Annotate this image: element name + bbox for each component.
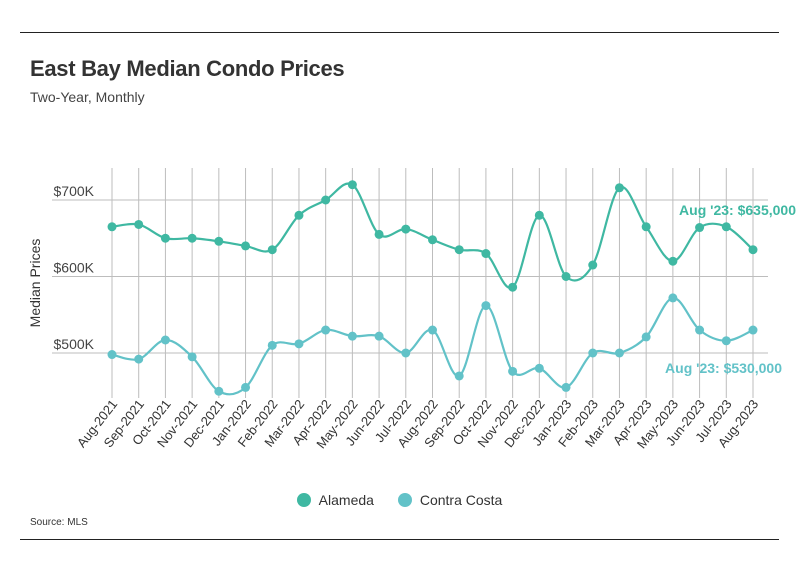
data-point-contra-costa[interactable] (347, 331, 357, 341)
data-point-alameda[interactable] (267, 245, 277, 255)
data-point-alameda[interactable] (668, 256, 678, 266)
data-point-contra-costa[interactable] (454, 371, 464, 381)
data-point-alameda[interactable] (561, 272, 571, 281)
data-point-contra-costa[interactable] (401, 348, 411, 358)
data-point-contra-costa[interactable] (187, 352, 197, 362)
top-rule (20, 32, 779, 33)
data-point-alameda[interactable] (134, 219, 144, 229)
annotation-alameda: Aug '23: $635,000 (679, 202, 796, 218)
data-point-alameda[interactable] (614, 183, 624, 193)
data-point-alameda[interactable] (721, 222, 731, 232)
data-point-alameda[interactable] (454, 245, 464, 255)
data-point-alameda[interactable] (481, 249, 491, 259)
data-point-contra-costa[interactable] (321, 325, 331, 335)
data-point-alameda[interactable] (294, 210, 304, 220)
data-point-alameda[interactable] (695, 223, 705, 233)
data-point-contra-costa[interactable] (134, 354, 144, 364)
annotation-contra-costa: Aug '23: $530,000 (665, 360, 782, 376)
data-point-contra-costa[interactable] (160, 335, 170, 345)
bottom-rule (20, 539, 779, 540)
data-point-contra-costa[interactable] (641, 332, 651, 342)
legend-label-alameda: Alameda (318, 492, 374, 508)
data-point-alameda[interactable] (321, 195, 331, 205)
data-point-contra-costa[interactable] (614, 348, 624, 358)
data-point-alameda[interactable] (160, 233, 170, 243)
legend-item-alameda[interactable]: Alameda (296, 492, 374, 508)
data-point-contra-costa[interactable] (561, 382, 571, 392)
data-point-alameda[interactable] (641, 222, 651, 232)
data-point-contra-costa[interactable] (374, 331, 384, 341)
data-point-contra-costa[interactable] (481, 301, 491, 311)
legend-swatch-alameda (296, 493, 311, 507)
data-point-alameda[interactable] (401, 224, 411, 234)
data-point-alameda[interactable] (241, 241, 251, 251)
data-point-alameda[interactable] (107, 222, 117, 232)
data-point-alameda[interactable] (748, 245, 758, 255)
data-point-alameda[interactable] (428, 235, 437, 245)
data-point-alameda[interactable] (347, 180, 357, 190)
data-point-contra-costa[interactable] (534, 363, 544, 373)
chart-subtitle: Two-Year, Monthly (30, 89, 145, 105)
legend: Alameda Contra Costa (0, 492, 799, 510)
y-tick-label: $600K (54, 260, 95, 276)
source-note: Source: MLS (30, 517, 88, 528)
data-point-contra-costa[interactable] (107, 350, 117, 360)
data-point-contra-costa[interactable] (748, 325, 758, 335)
legend-swatch-contra-costa (397, 493, 412, 507)
data-point-contra-costa[interactable] (214, 386, 224, 396)
data-point-contra-costa[interactable] (588, 348, 598, 358)
data-point-contra-costa[interactable] (294, 339, 304, 349)
y-axis-label: Median Prices (27, 239, 43, 328)
data-point-contra-costa[interactable] (267, 340, 277, 350)
data-point-alameda[interactable] (534, 210, 544, 220)
data-point-alameda[interactable] (588, 260, 598, 270)
legend-label-contra-costa: Contra Costa (419, 492, 503, 508)
data-point-alameda[interactable] (374, 229, 384, 239)
y-tick-label: $700K (54, 183, 95, 199)
data-point-contra-costa[interactable] (241, 382, 251, 392)
data-point-contra-costa[interactable] (428, 325, 437, 335)
data-point-alameda[interactable] (214, 236, 224, 246)
data-point-contra-costa[interactable] (668, 293, 678, 303)
chart-title: East Bay Median Condo Prices (30, 56, 345, 81)
data-point-contra-costa[interactable] (721, 336, 731, 346)
data-point-contra-costa[interactable] (695, 325, 705, 335)
legend-item-contra-costa[interactable]: Contra Costa (397, 492, 503, 508)
data-point-alameda[interactable] (187, 233, 197, 243)
y-tick-label: $500K (54, 336, 95, 352)
data-point-contra-costa[interactable] (508, 366, 518, 376)
data-point-alameda[interactable] (508, 282, 518, 292)
